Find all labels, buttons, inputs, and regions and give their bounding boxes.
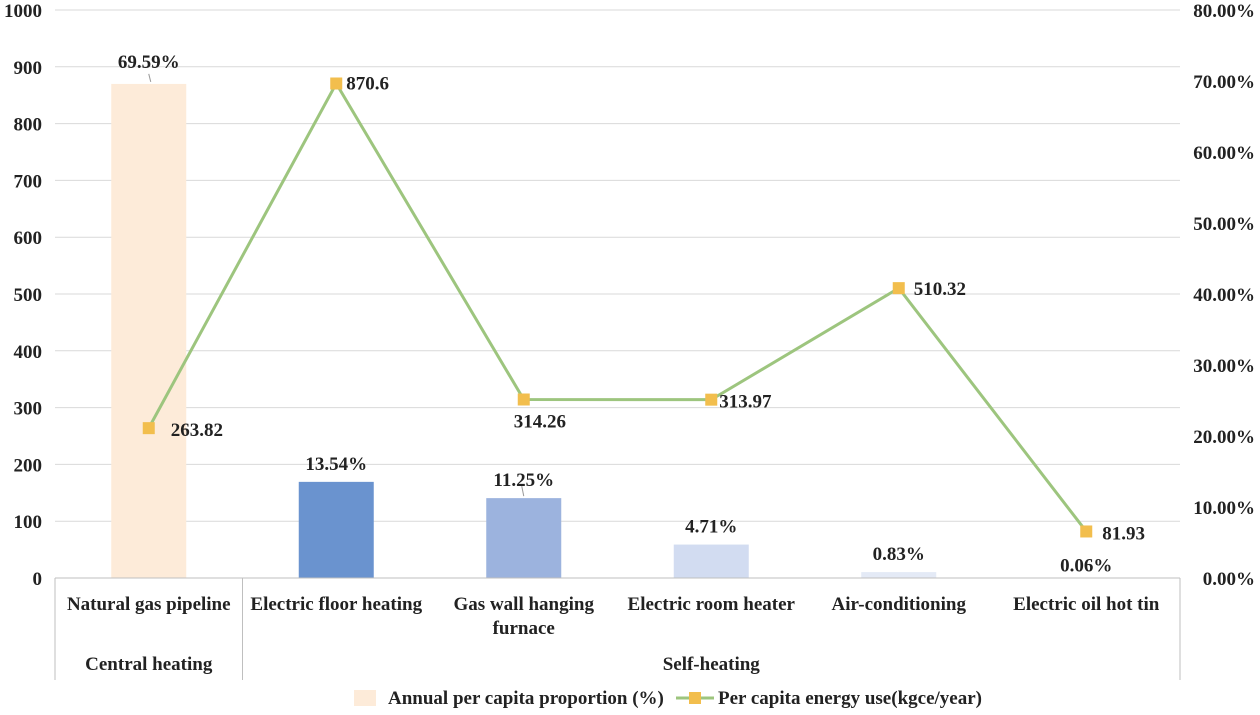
right-tick-label: 50.00% [1193, 214, 1255, 235]
line-marker [892, 282, 905, 295]
bar [486, 498, 562, 578]
right-tick-label: 10.00% [1193, 498, 1255, 519]
category-label: Electric floor heating [250, 594, 422, 615]
left-tick-label: 600 [14, 228, 43, 249]
legend: Annual per capita proportion (%) Per cap… [354, 688, 982, 709]
label-leader [521, 486, 525, 497]
right-tick-label: 70.00% [1193, 72, 1255, 93]
line-data-label: 314.26 [514, 412, 566, 433]
bar [861, 572, 937, 578]
category-label: Electric room heater [628, 594, 796, 615]
left-tick-label: 500 [14, 285, 43, 306]
left-y-axis: 0 100 200 300 400 500 600 700 800 900 1000 [4, 1, 42, 590]
bar-data-label: 4.71% [685, 517, 737, 538]
right-tick-label: 60.00% [1193, 143, 1255, 164]
bar [673, 544, 749, 578]
line-series: 263.82 870.6 314.26 313.97 510.32 81.93 [142, 73, 1145, 544]
legend-swatch-marker [689, 692, 701, 704]
category-label: Electric oil hot tin [1013, 594, 1160, 615]
left-tick-label: 300 [14, 399, 43, 420]
bar-series: 69.59% 13.54% 11.25% 4.71% 0.83% 0.06% [111, 52, 1124, 578]
right-tick-label: 80.00% [1193, 1, 1255, 22]
right-y-axis: 0.00% 10.00% 20.00% 30.00% 40.00% 50.00% 60.00… [1193, 1, 1255, 590]
line-data-label: 510.32 [914, 279, 966, 300]
group-label: Self-heating [663, 654, 761, 675]
line-marker [1080, 525, 1093, 538]
right-tick-label: 20.00% [1193, 427, 1255, 448]
left-tick-label: 200 [14, 455, 43, 476]
line-data-label: 263.82 [171, 420, 223, 441]
bar-data-label: 0.06% [1060, 556, 1112, 577]
legend-swatch-bar [354, 690, 376, 706]
category-label: Natural gas pipeline [67, 594, 231, 615]
legend-label-bar: Annual per capita proportion (%) [388, 688, 664, 709]
line-data-label: 870.6 [346, 73, 389, 94]
line-marker [517, 393, 530, 406]
line-marker [142, 422, 155, 435]
x-axis: Natural gas pipeline Electric floor heati… [54, 577, 1181, 680]
left-tick-label: 1000 [4, 1, 42, 22]
label-leader [148, 73, 152, 83]
right-tick-label: 40.00% [1193, 285, 1255, 306]
gridlines [55, 9, 1180, 522]
bar-data-label: 69.59% [118, 52, 180, 73]
line-data-label: 81.93 [1102, 523, 1145, 544]
category-label: furnace [493, 618, 555, 639]
category-label: Gas wall hanging [454, 594, 595, 615]
left-tick-label: 700 [14, 171, 43, 192]
line-marker [705, 393, 718, 406]
bar [298, 481, 374, 578]
legend-label-line: Per capita energy use(kgce/year) [718, 688, 982, 709]
bar-data-label: 11.25% [493, 470, 554, 491]
right-tick-label: 0.00% [1203, 569, 1255, 590]
left-tick-label: 900 [14, 58, 43, 79]
right-tick-label: 30.00% [1193, 356, 1255, 377]
left-tick-label: 800 [14, 115, 43, 136]
bar [111, 83, 187, 578]
line-marker [330, 77, 343, 90]
series-line [147, 80, 1088, 533]
category-label: Air-conditioning [832, 594, 967, 615]
line-data-label: 313.97 [719, 392, 772, 413]
bar-data-label: 0.83% [873, 544, 925, 565]
left-tick-label: 100 [14, 512, 43, 533]
bar-data-label: 13.54% [305, 454, 367, 475]
group-label: Central heating [85, 654, 213, 675]
left-tick-label: 0 [33, 569, 43, 590]
left-tick-label: 400 [14, 342, 43, 363]
